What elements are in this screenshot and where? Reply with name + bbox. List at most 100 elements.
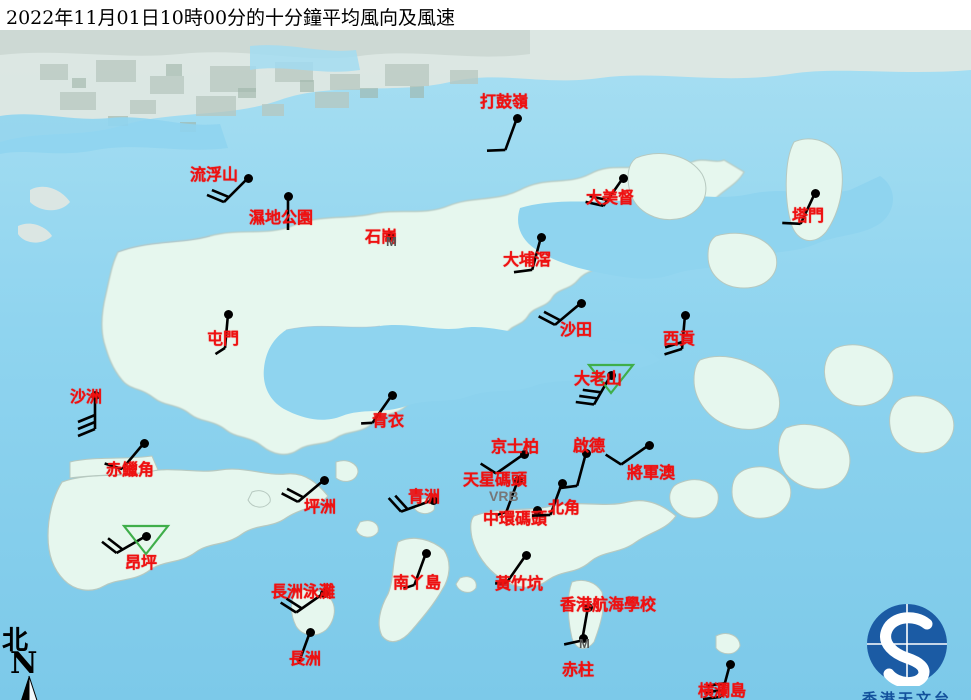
station-dot <box>283 191 293 201</box>
station-dot <box>319 588 329 598</box>
missing-data-marker: M <box>579 636 590 651</box>
wind-barb-icon <box>297 631 312 665</box>
station-dot <box>581 448 591 458</box>
station-dot <box>428 495 438 505</box>
north-arrow-icon <box>21 675 38 700</box>
station-dot <box>305 627 315 637</box>
missing-data-marker: M <box>386 234 397 249</box>
station-dot <box>532 505 542 515</box>
compass-rose: 北 N <box>2 620 72 700</box>
station-dot <box>618 173 628 183</box>
wind-barb-icon <box>286 196 290 230</box>
station-dot <box>421 548 431 558</box>
station-label: 將軍澳 <box>627 463 676 482</box>
wind-barb-icon <box>479 452 525 475</box>
compass-label-cn: 北 <box>2 626 29 656</box>
lamma-island <box>378 537 450 643</box>
station-label: 赤柱 <box>562 660 595 679</box>
hko-logo-icon <box>867 604 947 686</box>
wind-barb-icon <box>531 482 564 518</box>
station-label: 南丫島 <box>393 573 442 592</box>
wind-barb-icon <box>575 374 613 406</box>
station-dot <box>243 173 253 183</box>
compass-label-en: N <box>10 646 38 681</box>
variable-wind-marker: VRB <box>489 488 519 504</box>
station-dot <box>512 113 522 123</box>
station-label: 昂坪 <box>125 553 158 572</box>
station-label: 中環碼頭 <box>483 509 548 528</box>
wind-barb-icon <box>387 494 434 513</box>
station-label: 流浮山 <box>190 165 239 184</box>
station-label: 石崗 <box>365 227 398 246</box>
station-label: 黃竹坑 <box>495 574 544 593</box>
wind-barb-icon <box>558 452 588 490</box>
station-dot <box>725 659 735 669</box>
station-dot <box>90 390 100 400</box>
station-label: 長洲 <box>289 649 322 668</box>
station-label: 大老山 <box>574 369 623 388</box>
station-label: 沙田 <box>560 320 593 339</box>
wind-barb-icon <box>403 552 428 590</box>
wind-barb-icon <box>782 192 817 226</box>
station-dot <box>644 440 654 450</box>
wind-barb-icon <box>495 554 528 585</box>
logo-name-cn: 香港天文台 <box>861 690 952 700</box>
station-label: 青衣 <box>372 411 405 430</box>
page-title: 2022年11月01日10時00分的十分鐘平均風向及風速 <box>6 7 456 29</box>
station-label: 西貢 <box>663 329 696 348</box>
station-dot <box>513 475 523 485</box>
station-label: 香港航海學校 <box>560 595 657 614</box>
station-dot <box>536 232 546 242</box>
wind-barb-icon <box>702 663 732 700</box>
station-label: 濕地公園 <box>249 208 314 227</box>
station-label: 大美督 <box>586 188 635 207</box>
wind-barb-icon <box>585 177 625 208</box>
station-dot <box>521 550 531 560</box>
station-label: 天星碼頭 <box>463 470 528 489</box>
station-dot <box>385 231 395 241</box>
station-label: 横瀾島 <box>698 681 747 700</box>
coast-accent <box>117 235 553 517</box>
strong-wind-warning-triangle-icon <box>586 363 636 395</box>
wind-barb-icon <box>279 591 325 614</box>
station-dot <box>223 309 233 319</box>
map-canvas: 打鼓嶺 流浮山 濕地公園 石崗 M 大美督 大埔滘 塔門 沙田 西貢 大老山 屯門 沙洲 赤鱲角 青衣 坪洲青… <box>0 30 971 700</box>
station-label: 啟德 <box>573 436 606 455</box>
station-dot <box>519 449 529 459</box>
station-label: 京士柏 <box>491 437 540 456</box>
station-label: 長洲泳灘 <box>271 582 336 601</box>
station-dot <box>557 478 567 488</box>
wind-barb-icon <box>513 236 543 274</box>
sai-kung-islands <box>669 344 955 519</box>
station-dot <box>810 188 820 198</box>
station-label: 沙洲 <box>70 387 103 406</box>
wind-barb-icon <box>604 443 650 466</box>
station-label: 打鼓嶺 <box>480 92 529 111</box>
station-dot <box>319 475 329 485</box>
station-dot <box>139 438 149 448</box>
station-dot <box>583 602 593 612</box>
wind-barb-icon <box>538 302 582 327</box>
strong-wind-warning-triangle-icon <box>121 524 171 556</box>
station-label: 塔門 <box>792 206 825 225</box>
wind-barb-icon <box>214 313 230 356</box>
hko-logo: 香港天文台 HONG KONG OBSERVATORY <box>843 602 971 700</box>
station-label: 赤鱲角 <box>106 460 155 479</box>
wind-barb-icon <box>281 479 325 504</box>
title-bar: 2022年11月01日10時00分的十分鐘平均風向及風速 <box>0 0 971 30</box>
mainland-satellite-layer <box>0 30 971 243</box>
wind-barb-icon <box>361 394 394 425</box>
station-label: 坪洲 <box>304 497 337 516</box>
wind-barb-icon <box>664 314 687 356</box>
wind-barb-icon <box>486 117 519 153</box>
map-geometry <box>0 30 971 700</box>
station-dot <box>387 390 397 400</box>
station-label: 北角 <box>548 498 581 517</box>
tolo-harbour-channel <box>518 138 893 289</box>
station-dot <box>141 531 151 541</box>
station-label: 屯門 <box>207 329 240 348</box>
station-dot <box>578 633 588 643</box>
station-dot <box>576 298 586 308</box>
station-label: 大埔滘 <box>503 250 552 269</box>
